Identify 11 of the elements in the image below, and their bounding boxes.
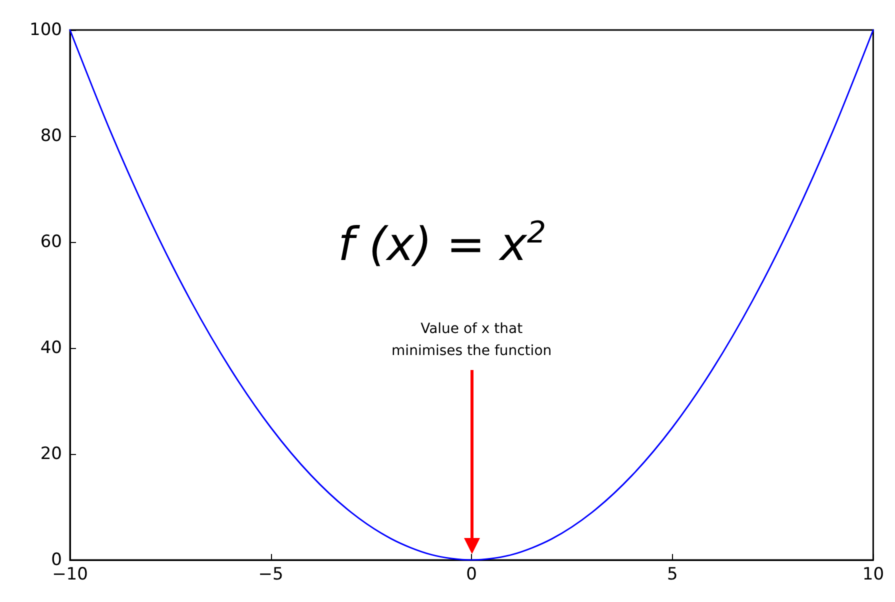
x-tick-label: 5: [666, 564, 678, 584]
x-tick-label: 0: [466, 564, 478, 584]
annotation: Value of x that minimises the function: [392, 321, 552, 359]
x-tick-label: 10: [862, 564, 884, 584]
x-tick-label: −5: [258, 564, 284, 584]
line-series: [69, 29, 874, 561]
y-tick-label: 80: [40, 126, 62, 146]
y-tick-label: 20: [40, 444, 62, 464]
y-tick-label: 40: [40, 338, 62, 358]
y-tick-label: 100: [30, 20, 62, 40]
y-tick-label: 60: [40, 232, 62, 252]
